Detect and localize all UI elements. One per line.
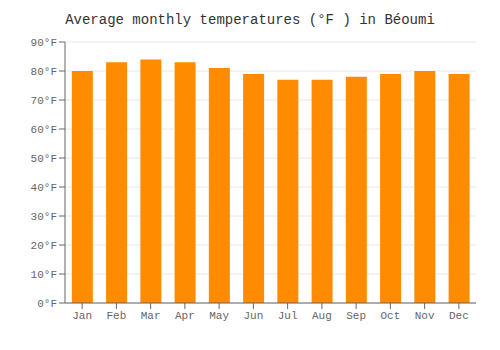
svg-text:40°F: 40°F bbox=[31, 182, 57, 194]
svg-text:90°F: 90°F bbox=[31, 37, 57, 49]
svg-text:Apr: Apr bbox=[175, 310, 195, 322]
svg-text:10°F: 10°F bbox=[31, 269, 57, 281]
svg-text:Dec: Dec bbox=[449, 310, 469, 322]
svg-text:Jul: Jul bbox=[278, 310, 298, 322]
svg-text:Jun: Jun bbox=[243, 310, 263, 322]
svg-text:Mar: Mar bbox=[141, 310, 161, 322]
html-text:Average monthly temperatures (: Average monthly temperatures (°F ) in Bé… bbox=[65, 12, 435, 28]
svg-text:80°F: 80°F bbox=[31, 66, 57, 78]
svg-text:Jan: Jan bbox=[72, 310, 92, 322]
svg-text:Nov: Nov bbox=[415, 310, 435, 322]
svg-text:70°F: 70°F bbox=[31, 95, 57, 107]
svg-text:May: May bbox=[209, 310, 229, 322]
svg-text:Feb: Feb bbox=[106, 310, 126, 322]
svg-text:50°F: 50°F bbox=[31, 153, 57, 165]
svg-text:Oct: Oct bbox=[380, 310, 400, 322]
svg-text:Aug: Aug bbox=[312, 310, 332, 322]
svg-text:Sep: Sep bbox=[346, 310, 366, 322]
svg-text:20°F: 20°F bbox=[31, 240, 57, 252]
svg-text:0°F: 0°F bbox=[37, 298, 57, 310]
svg-text:60°F: 60°F bbox=[31, 124, 57, 136]
svg-text:30°F: 30°F bbox=[31, 211, 57, 223]
